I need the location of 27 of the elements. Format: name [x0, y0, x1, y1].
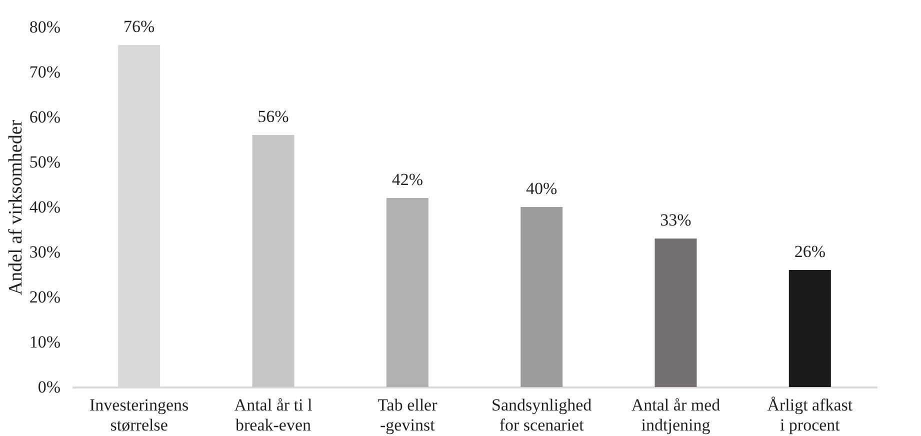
y-tick-label: 80% [29, 18, 60, 36]
y-tick-label: 10% [29, 332, 60, 352]
y-tick-label: 40% [29, 198, 60, 216]
data-label: 42% [392, 170, 424, 189]
data-label: 33% [660, 210, 692, 230]
bar [252, 135, 294, 387]
data-label: 26% [794, 242, 826, 261]
data-label: 76% [123, 17, 155, 36]
bar [654, 238, 697, 387]
x-tick-label: Sandsynlighed for scenariet [492, 396, 592, 434]
y-tick-label: 20% [29, 288, 60, 306]
y-tick-label: 50% [29, 152, 60, 172]
data-label: 56% [258, 107, 289, 126]
bar [788, 270, 831, 387]
bar [520, 207, 563, 387]
y-tick-label: 60% [29, 108, 60, 126]
x-tick-label: Årligt afkast i procent [767, 396, 853, 434]
y-tick-label: 0% [38, 378, 60, 396]
x-tick-label: Antal år med indtjening [631, 396, 721, 434]
data-label: 40% [526, 179, 558, 198]
y-tick-label: 30% [29, 242, 60, 262]
x-tick-label: Investeringens størrelse [90, 396, 189, 434]
y-tick-label: 70% [29, 62, 60, 82]
bar [386, 198, 428, 387]
x-tick-label: Antal år ti l break-even [234, 396, 312, 434]
x-tick-label: Tab eller -gevinst [378, 396, 438, 434]
y-axis-title: Andel af virksomheder [5, 119, 26, 296]
